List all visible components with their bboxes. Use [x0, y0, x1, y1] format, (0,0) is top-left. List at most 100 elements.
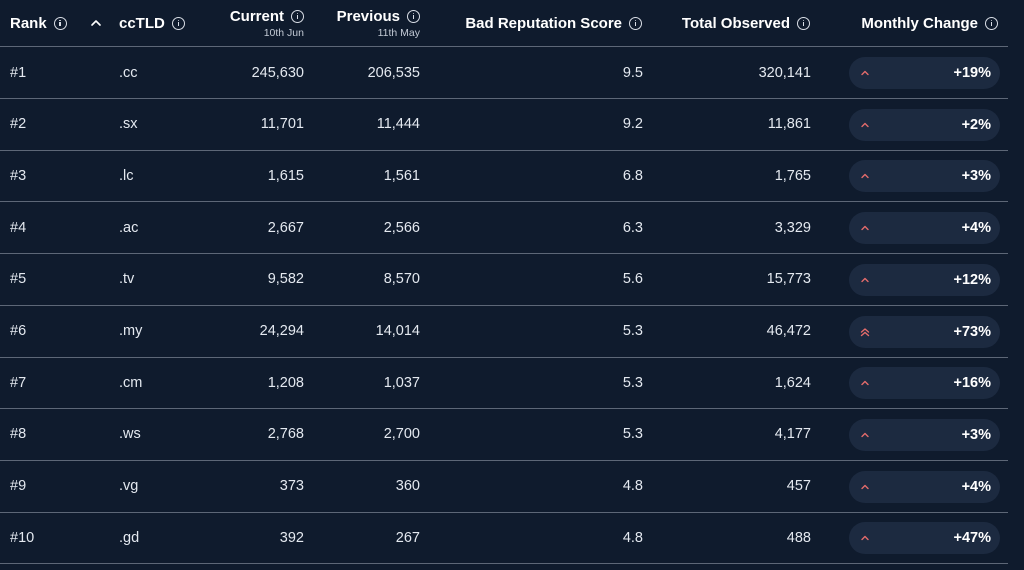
column-header-previous[interactable]: Previous 11th May: [320, 0, 420, 46]
total-observed-cell: 320,141: [758, 64, 811, 81]
sort-ascending-icon[interactable]: [90, 17, 102, 29]
cctld-cell: .ac: [119, 219, 139, 236]
monthly-change-value: +2%: [961, 116, 991, 133]
column-header-bad-reputation-score[interactable]: Bad Reputation Score: [440, 0, 642, 46]
rank-cell: #8: [10, 426, 27, 443]
table-row[interactable]: #10 .gd 392 267 4.8 488 +47%: [0, 512, 1008, 565]
total-observed-cell: 11,861: [767, 116, 811, 133]
total-observed-cell: 1,765: [774, 167, 811, 184]
double-chevron-up-icon: [860, 327, 870, 336]
monthly-change-value: +73%: [953, 323, 992, 340]
current-cell: 1,615: [267, 167, 304, 184]
monthly-change-value: +4%: [961, 478, 991, 495]
monthly-change-badge: +12%: [849, 263, 1000, 296]
chevron-up-icon: [861, 536, 869, 541]
table-row[interactable]: #6 .my 24,294 14,014 5.3 46,472 +73%: [0, 306, 1008, 358]
table-row[interactable]: #8 .ws 2,768 2,700 5.3 4,177 +3%: [0, 409, 1008, 461]
score-cell: 5.3: [622, 426, 643, 443]
monthly-change-badge: +4%: [849, 470, 1000, 503]
info-icon[interactable]: [797, 16, 810, 30]
monthly-change-badge: +3%: [849, 160, 1000, 193]
current-cell: 9,582: [267, 271, 304, 288]
monthly-change-badge: +3%: [849, 418, 1000, 451]
rank-cell: #3: [10, 167, 27, 184]
column-header-total-observed[interactable]: Total Observed: [660, 0, 810, 46]
monthly-change-value: +4%: [961, 220, 991, 237]
score-cell: 5.6: [622, 271, 643, 288]
current-cell: 1,208: [267, 374, 304, 391]
score-cell: 5.3: [622, 374, 643, 391]
score-cell: 4.8: [622, 529, 643, 546]
column-header-previous-label: Previous: [336, 7, 400, 25]
current-cell: 245,630: [251, 64, 304, 81]
score-cell: 9.2: [622, 116, 643, 133]
column-header-cctld-label: ccTLD: [119, 14, 165, 32]
table-row[interactable]: #7 .cm 1,208 1,037 5.3 1,624 +16%: [0, 357, 1008, 410]
previous-cell: 2,700: [383, 426, 420, 443]
monthly-change-value: +19%: [953, 65, 992, 81]
score-cell: 6.3: [622, 219, 643, 236]
info-icon[interactable]: [407, 9, 420, 23]
chevron-up-icon: [861, 432, 869, 438]
previous-cell: 206,535: [367, 64, 420, 81]
previous-cell: 360: [395, 478, 420, 495]
info-icon[interactable]: [171, 16, 185, 30]
table-row[interactable]: #4 .ac 2,667 2,566 6.3 3,329 +4%: [0, 202, 1008, 255]
info-icon[interactable]: [291, 9, 304, 23]
cctld-cell: .cc: [119, 64, 138, 81]
monthly-change-value: +3%: [961, 168, 991, 185]
table-row[interactable]: #9 .vg 373 360 4.8 457 +4%: [0, 461, 1008, 513]
chevron-up-icon: [861, 122, 869, 127]
table-row[interactable]: #1 .cc 245,630 206,535 9.5 320,141 +19%: [0, 47, 1008, 99]
info-icon[interactable]: [53, 16, 67, 30]
rank-cell: #5: [10, 271, 27, 288]
chevron-up-icon: [861, 225, 869, 231]
current-cell: 392: [279, 529, 304, 546]
column-header-rank[interactable]: Rank: [10, 0, 67, 46]
total-observed-cell: 1,624: [774, 374, 811, 391]
monthly-change-value: +16%: [953, 375, 992, 392]
chevron-up-icon: [861, 484, 869, 489]
cctld-cell: .tv: [119, 271, 135, 288]
column-header-current[interactable]: Current 10th Jun: [200, 0, 304, 46]
previous-cell: 2,566: [383, 219, 420, 236]
table-header: Rank ccTLD Current 10th Jun Previous: [0, 0, 1008, 47]
cctld-cell: .sx: [119, 116, 138, 133]
current-cell: 24,294: [259, 323, 304, 339]
monthly-change-badge: +47%: [849, 522, 1000, 555]
total-observed-cell: 488: [786, 529, 811, 546]
score-cell: 4.8: [622, 478, 643, 495]
cctld-cell: .cm: [119, 374, 143, 391]
column-header-monthly-change[interactable]: Monthly Change: [840, 0, 998, 46]
rank-cell: #1: [10, 64, 27, 81]
total-observed-cell: 15,773: [766, 271, 811, 288]
monthly-change-badge: +73%: [849, 315, 1000, 348]
score-cell: 5.3: [622, 323, 643, 339]
info-icon[interactable]: [985, 16, 998, 30]
chevron-up-icon: [861, 174, 869, 179]
monthly-change-badge: +19%: [849, 57, 1000, 89]
table-row[interactable]: #3 .lc 1,615 1,561 6.8 1,765 +3%: [0, 150, 1008, 203]
cctld-cell: .vg: [119, 478, 139, 495]
previous-cell: 1,037: [383, 374, 420, 391]
monthly-change-badge: +16%: [849, 367, 1000, 400]
chevron-up-icon: [861, 70, 869, 76]
info-icon[interactable]: [629, 16, 642, 30]
monthly-change-value: +12%: [953, 271, 992, 288]
cctld-cell: .my: [119, 323, 143, 339]
cctld-cell: .lc: [119, 167, 134, 184]
current-cell: 11,701: [260, 116, 304, 133]
previous-cell: 267: [395, 529, 420, 546]
chevron-up-icon: [861, 277, 869, 282]
monthly-change-value: +3%: [961, 426, 991, 443]
total-observed-cell: 46,472: [766, 323, 811, 339]
rank-cell: #10: [10, 529, 35, 546]
cctld-cell: .ws: [119, 426, 141, 443]
score-cell: 6.8: [622, 167, 643, 184]
column-header-cctld[interactable]: ccTLD: [119, 0, 185, 46]
table-row[interactable]: #2 .sx 11,701 11,444 9.2 11,861 +2%: [0, 99, 1008, 151]
rank-cell: #4: [10, 219, 27, 236]
table-row[interactable]: #5 .tv 9,582 8,570 5.6 15,773 +12%: [0, 254, 1008, 306]
rank-cell: #9: [10, 478, 27, 495]
total-observed-cell: 3,329: [774, 219, 811, 236]
